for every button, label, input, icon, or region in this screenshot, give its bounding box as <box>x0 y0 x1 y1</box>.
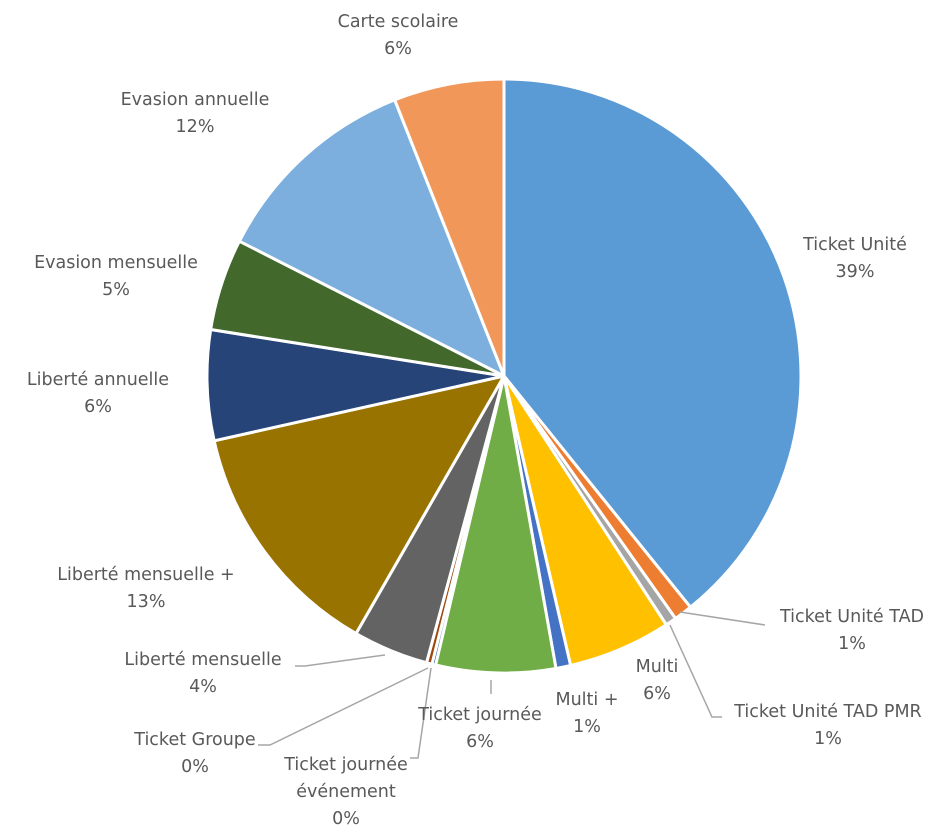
slice-name: Liberté mensuelle <box>124 650 281 670</box>
slice-name: Ticket Groupe <box>133 730 255 750</box>
slice-label-liberte-mensuelle-plus: Liberté mensuelle + 13% <box>57 565 234 612</box>
slice-percent: 12% <box>176 117 215 137</box>
slice-label-evasion-annuelle: Evasion annuelle 12% <box>121 90 270 137</box>
slice-percent: 5% <box>102 280 130 300</box>
pie-slice-carte-scolaire <box>393 77 506 378</box>
slice-name: Evasion mensuelle <box>34 253 198 273</box>
slice-name: événement <box>296 782 396 802</box>
slice-label-carte-scolaire: Carte scolaire 6% <box>338 12 459 59</box>
slice-label-ticket-unite: Ticket Unité 39% <box>802 235 907 282</box>
slice-percent: 6% <box>84 397 112 417</box>
leader-lines <box>258 611 766 759</box>
slice-labels: Ticket Unité 39%Ticket Unité TAD 1%Ticket … <box>27 12 924 829</box>
slice-label-ticket-journee-evenement: Ticket journée événement 0% <box>283 755 408 829</box>
slice-percent: 1% <box>814 729 842 749</box>
slice-percent: 6% <box>384 39 412 59</box>
slice-name: Ticket journée <box>417 705 542 725</box>
leader-line-ticket-journee-evenement <box>410 667 432 759</box>
slice-name: Liberté annuelle <box>27 370 169 390</box>
leader-line-liberte-mensuelle <box>295 654 386 667</box>
slice-percent: 0% <box>332 809 360 829</box>
pie-slice-ticket-unite <box>502 77 803 609</box>
slice-label-ticket-journee: Ticket journée 6% <box>417 705 542 752</box>
slice-percent: 0% <box>181 757 209 777</box>
slice-name: Carte scolaire <box>338 12 459 32</box>
slice-label-liberte-annuelle: Liberté annuelle 6% <box>27 370 169 417</box>
leader-line-ticket-unite-tad <box>679 611 766 626</box>
slice-percent: 6% <box>466 732 494 752</box>
pie-slice-evasion-annuelle <box>237 98 506 378</box>
slice-name: Ticket Unité TAD PMR <box>733 702 921 722</box>
slice-label-multi: Multi 6% <box>636 657 679 704</box>
slice-percent: 1% <box>838 634 866 654</box>
slice-name: Evasion annuelle <box>121 90 270 110</box>
slice-label-ticket-unite-tad-pmr: Ticket Unité TAD PMR 1% <box>733 702 921 749</box>
pie-slices <box>205 77 803 675</box>
slice-name: Multi + <box>555 690 618 710</box>
slice-label-multi-plus: Multi + 1% <box>555 690 618 737</box>
leader-line-ticket-groupe <box>258 667 429 746</box>
slice-label-evasion-mensuelle: Evasion mensuelle 5% <box>34 253 198 300</box>
slice-name: Ticket Unité TAD <box>779 607 924 627</box>
pie-slice-ticket-journee <box>434 374 558 675</box>
leader-line-ticket-unite-tad-pmr <box>669 624 722 718</box>
slice-label-liberte-mensuelle: Liberté mensuelle 4% <box>124 650 281 697</box>
slice-percent: 1% <box>573 717 601 737</box>
slice-label-ticket-unite-tad: Ticket Unité TAD 1% <box>779 607 924 654</box>
slice-percent: 6% <box>643 684 671 704</box>
slice-name: Ticket journée <box>283 755 408 775</box>
slice-name: Liberté mensuelle + <box>57 565 234 585</box>
slice-label-ticket-groupe: Ticket Groupe 0% <box>133 730 255 777</box>
slice-percent: 13% <box>127 592 166 612</box>
slice-percent: 39% <box>836 262 875 282</box>
slice-name: Ticket Unité <box>802 235 907 255</box>
pie-slice-liberte-mensuelle-plus <box>212 374 506 636</box>
slice-percent: 4% <box>189 677 217 697</box>
slice-name: Multi <box>636 657 679 677</box>
